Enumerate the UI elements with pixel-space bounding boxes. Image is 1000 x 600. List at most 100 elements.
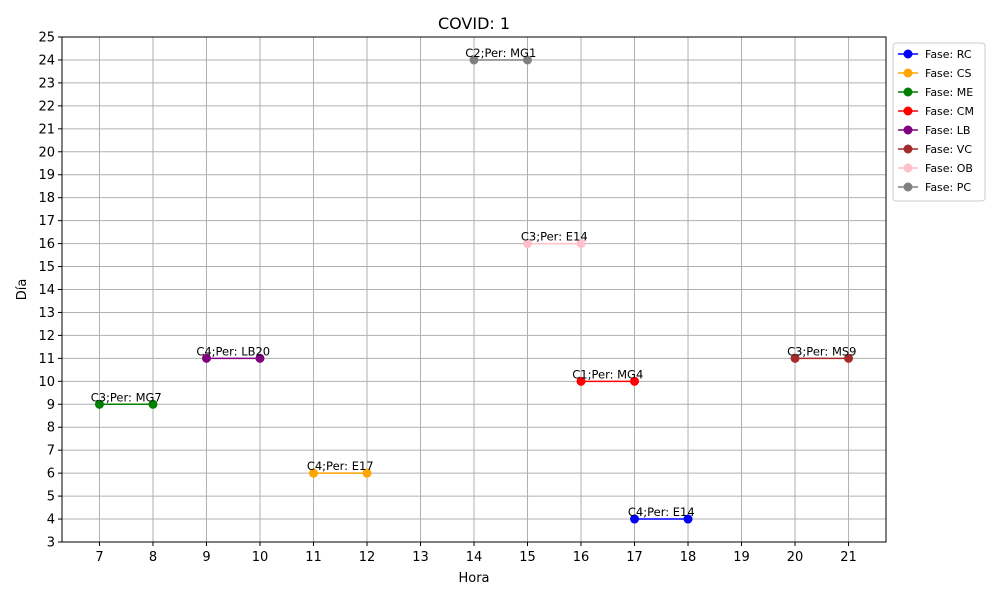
legend-label: Fase: VC [925, 143, 972, 156]
legend-swatch-marker [903, 68, 913, 78]
x-tick-label: 11 [305, 550, 322, 565]
y-tick-label: 18 [38, 191, 55, 206]
legend-item: Fase: OB [898, 162, 973, 175]
x-tick-label: 17 [626, 550, 643, 565]
segment-label: C1;Per: MG4 [572, 367, 643, 381]
series-layer: C4;Per: E14 C4;Per: E17 C3;Per: MG7 C1;Per:… [91, 46, 857, 524]
legend-label: Fase: PC [925, 181, 971, 194]
legend-label: Fase: LB [925, 124, 970, 137]
y-tick-label: 22 [38, 99, 55, 114]
legend-swatch-marker [903, 87, 913, 97]
series-4: C4;Per: LB20 [196, 344, 270, 363]
legend-label: Fase: RC [925, 48, 972, 61]
legend-label: Fase: ME [925, 86, 973, 99]
data-point [683, 514, 693, 524]
x-tick-label: 18 [680, 550, 697, 565]
data-point [523, 55, 533, 65]
y-tick-label: 10 [38, 375, 55, 390]
data-point [469, 55, 479, 65]
segment-label: C3;Per: MS9 [787, 344, 856, 358]
y-tick-label: 24 [38, 53, 55, 68]
series-7: C2;Per: MG1 [465, 46, 536, 65]
y-tick-label: 12 [38, 329, 55, 344]
y-tick-label: 4 [47, 513, 55, 528]
data-point [844, 353, 854, 363]
data-point [576, 239, 586, 249]
x-axis-label: Hora [458, 571, 489, 586]
y-tick-label: 9 [47, 398, 55, 413]
y-tick-label: 17 [38, 214, 55, 229]
data-point [148, 399, 158, 409]
x-tick-label: 8 [149, 550, 157, 565]
legend-item: Fase: ME [898, 86, 973, 99]
y-tick-label: 7 [47, 444, 55, 459]
x-tick-label: 13 [412, 550, 429, 565]
segment-label: C4;Per: LB20 [196, 344, 270, 358]
y-tick-label: 21 [38, 122, 55, 137]
data-point [523, 239, 533, 249]
x-tick-label: 7 [95, 550, 103, 565]
segment-label: C2;Per: MG1 [465, 46, 536, 60]
series-1: C4;Per: E17 [307, 459, 374, 478]
y-tick-label: 23 [38, 76, 55, 91]
x-tick-label: 12 [359, 550, 376, 565]
y-tick-label: 14 [38, 283, 55, 298]
plot-frame [61, 36, 887, 543]
data-point [255, 353, 265, 363]
x-tick-label: 9 [202, 550, 210, 565]
series-2: C3;Per: MG7 [91, 390, 162, 409]
y-tick-label: 3 [47, 536, 55, 551]
series-5: C3;Per: MS9 [787, 344, 857, 363]
legend-swatch-marker [903, 182, 913, 192]
y-tick-label: 20 [38, 145, 55, 160]
data-point [576, 376, 586, 386]
y-tick-label: 15 [38, 260, 55, 275]
data-point [201, 353, 211, 363]
segment-label: C4;Per: E14 [628, 505, 695, 519]
legend-box [892, 42, 986, 202]
segment-label: C4;Per: E17 [307, 459, 374, 473]
legend-label: Fase: CM [925, 105, 974, 118]
y-axis-label: Día [15, 279, 30, 301]
series-0: C4;Per: E14 [628, 505, 695, 524]
legend-item: Fase: VC [898, 143, 972, 156]
legend-swatch-marker [903, 163, 913, 173]
legend-swatch-marker [903, 49, 913, 59]
legend-swatch-marker [903, 144, 913, 154]
data-point [308, 468, 318, 478]
segment-label: C3;Per: MG7 [91, 390, 162, 404]
x-tick-label: 21 [840, 550, 857, 565]
grid [62, 36, 886, 543]
legend-swatch-marker [903, 106, 913, 116]
data-point [630, 514, 640, 524]
legend-item: Fase: CS [898, 67, 971, 80]
legend-item: Fase: CM [898, 105, 974, 118]
x-tick-label: 20 [787, 550, 804, 565]
legend-label: Fase: OB [925, 162, 973, 175]
legend-item: Fase: PC [898, 181, 971, 194]
series-6: C3;Per: E14 [521, 230, 588, 249]
legend-item: Fase: LB [898, 124, 970, 137]
segment-label: C3;Per: E14 [521, 230, 588, 244]
legend-item: Fase: RC [898, 48, 972, 61]
x-tick-label: 16 [573, 550, 590, 565]
y-tick-label: 19 [38, 168, 55, 183]
x-tick-label: 15 [519, 550, 536, 565]
y-tick-label: 25 [38, 31, 55, 46]
data-point [790, 353, 800, 363]
x-tick-label: 19 [733, 550, 750, 565]
data-point [362, 468, 372, 478]
y-tick-label: 13 [38, 306, 55, 321]
y-tick-label: 16 [38, 237, 55, 252]
y-tick-label: 8 [47, 421, 55, 436]
ticks: 7 8 9 10 11 12 13 14 15 16 17 18 19 20 21 3 4 5 6 7 8 9 10 11 12… [38, 31, 856, 566]
legend: Fase: RC Fase: CS Fase: ME Fase: CM Fase: LB… [892, 42, 986, 202]
x-tick-label: 10 [252, 550, 269, 565]
y-tick-label: 11 [38, 352, 55, 367]
y-tick-label: 6 [47, 467, 55, 482]
series-3: C1;Per: MG4 [572, 367, 643, 386]
data-point [94, 399, 104, 409]
data-point [630, 376, 640, 386]
y-tick-label: 5 [47, 490, 55, 505]
